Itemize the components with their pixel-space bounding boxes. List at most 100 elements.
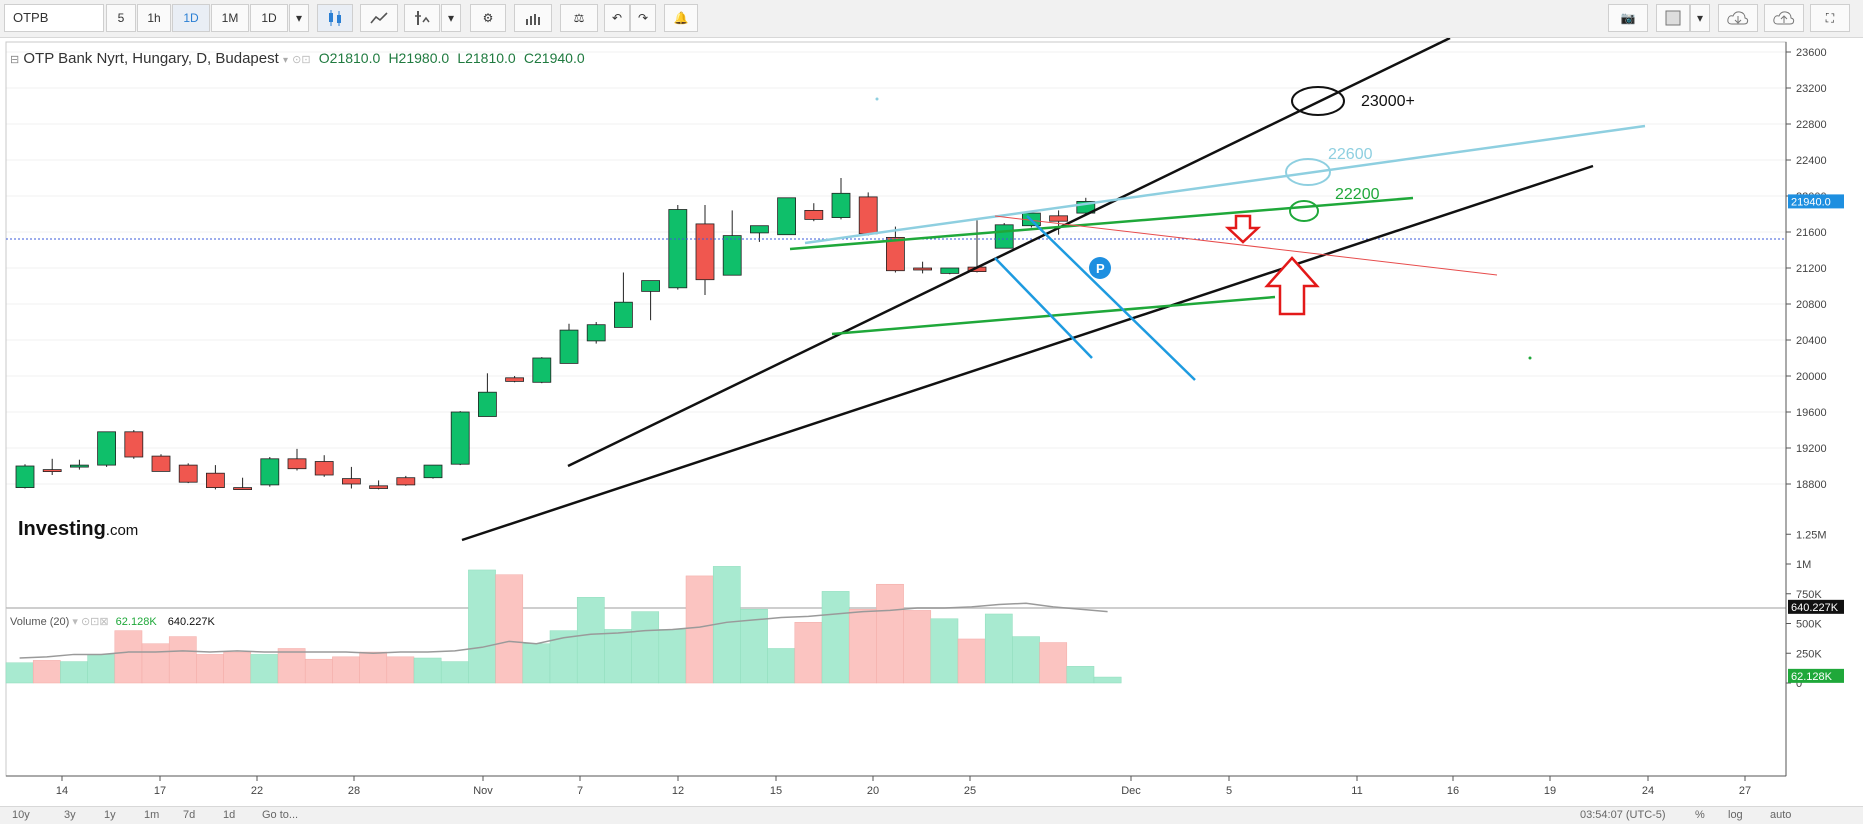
layout-dropdown-icon[interactable]: ▾ [1690,4,1710,32]
volume-bar [685,575,714,684]
fullscreen-icon[interactable]: ⛶ [1810,4,1850,32]
candle-body [1076,200,1096,214]
indicators-icon[interactable] [404,4,440,32]
interval-dropdown-icon[interactable]: ▾ [289,4,309,32]
volume-bar [794,622,823,684]
range-1m[interactable]: 1m [144,809,160,821]
stray-dot [875,97,879,101]
candle-body [614,301,633,328]
volume-bar [468,569,496,684]
volume-bar [604,629,632,684]
green-channel-bottom[interactable] [831,295,1276,336]
annotation-22200: 22200 [1335,186,1380,203]
price-tick-label: 19200 [1796,443,1827,455]
redo-icon[interactable]: ↷ [630,4,656,32]
volume-bar [712,566,741,684]
red-up-arrow-icon[interactable] [1264,256,1320,316]
range-1y[interactable]: 1y [104,809,116,821]
red-down-arrow-icon[interactable] [1224,214,1262,244]
range-3y[interactable]: 3y [64,809,76,821]
ohlc-high: H21980.0 [388,50,450,66]
interval-1d-button[interactable]: 1D [172,4,210,32]
bars-icon[interactable] [514,4,552,32]
candle-body [858,196,878,235]
candle-body [233,487,253,491]
alert-icon[interactable]: 🔔 [664,4,698,32]
price-tick-label: 21600 [1796,227,1827,239]
auto-toggle[interactable]: auto [1770,809,1792,821]
black-trendline-lower[interactable] [461,164,1594,542]
cloud-upload-icon[interactable] [1764,4,1804,32]
range-1d[interactable]: 1d [223,809,236,821]
lightblue-trendline[interactable] [804,124,1646,245]
volume-settings-icon[interactable]: ▾ ⊙⊡⊠ [72,616,109,628]
volume-bar [114,630,143,684]
p-marker-text: P [1096,261,1105,276]
last-price-badge [1788,194,1844,209]
interval-1h-button[interactable]: 1h [137,4,171,32]
blue-line-2[interactable] [1026,215,1196,381]
line-chart-icon[interactable] [360,4,398,32]
candle-body [70,464,89,468]
volume-ma-line [19,602,1108,659]
candle-body [1049,215,1068,222]
volume-bar [32,660,61,684]
volume-bar [1039,642,1068,684]
trend-drawings: 23000+ 22600 22200 P [6,38,1786,542]
blue-line-1[interactable] [994,257,1093,359]
green-ellipse[interactable] [1289,200,1319,222]
volume-bar [876,583,904,684]
volume-label[interactable]: Volume (20) [10,616,70,628]
time-tick-label: 15 [770,785,782,797]
candle-body [886,236,905,272]
interval-select-button[interactable]: 1D [250,4,288,32]
volume-bar [196,654,224,684]
layout-icon[interactable] [1656,4,1690,32]
black-ellipse[interactable] [1291,86,1345,116]
top-toolbar: OTPB 5 1h 1D 1M 1D ▾ ▾ ⚙ ⚖ ↶ ↷ 🔔 📷 ▾ ⛶ [0,0,1863,38]
candle-body [994,224,1014,249]
title-dropdown-icon[interactable]: ▾ [282,55,288,66]
candles-icon[interactable] [317,4,353,32]
interval-1m-button[interactable]: 1M [211,4,249,32]
lightblue-ellipse[interactable] [1285,158,1331,186]
volume-bar [930,618,959,684]
candle-body [940,267,960,274]
time-tick-label: 5 [1226,785,1232,797]
volume-bar [304,658,333,684]
cloud-download-icon[interactable] [1718,4,1758,32]
chart-legend: ⊟ OTP Bank Nyrt, Hungary, D, Budapest ▾ … [10,50,585,67]
stray-dot [1528,356,1532,360]
time-axis-labels: 14 17 22 28 Nov 7 12 15 20 25 Dec 5 11 16 19 24 27 [56,776,1751,797]
volume-bar [386,656,415,684]
legend-collapse-icon[interactable]: ⊟ [10,54,20,66]
volume-bar [848,608,877,684]
candle-body [750,225,769,234]
volume-bar [87,654,116,684]
price-tick-label: 20000 [1796,371,1827,383]
red-trendline[interactable] [994,215,1498,276]
legend-settings-icon[interactable]: ⊙⊡ [292,54,311,66]
undo-icon[interactable]: ↶ [604,4,630,32]
interval-5-button[interactable]: 5 [106,4,136,32]
range-7d[interactable]: 7d [183,809,196,821]
compare-scale-icon[interactable]: ⚖ [560,4,598,32]
goto-button[interactable]: Go to... [262,809,299,821]
volume-bar [359,651,388,684]
price-chart[interactable]: 23000+ 22600 22200 P 1880019200196002000… [0,38,1863,806]
camera-icon[interactable]: 📷 [1608,4,1648,32]
gear-icon[interactable]: ⚙ [470,4,506,32]
green-channel-top[interactable] [789,196,1414,251]
indicators-dropdown-icon[interactable]: ▾ [441,4,461,32]
p-marker-icon[interactable] [1089,257,1111,279]
percent-toggle[interactable]: % [1695,809,1705,821]
candle-body [804,209,824,220]
symbol-input[interactable]: OTPB [4,4,104,32]
log-toggle[interactable]: log [1728,809,1743,821]
chart-title[interactable]: OTP Bank Nyrt, Hungary, D, Budapest [23,50,279,67]
clock: 03:54:07 (UTC-5) [1580,809,1666,821]
range-10y[interactable]: 10y [12,809,30,821]
black-trendline-upper[interactable] [567,38,1451,468]
candle-body [913,267,932,271]
price-tick-label: 23600 [1796,47,1827,59]
